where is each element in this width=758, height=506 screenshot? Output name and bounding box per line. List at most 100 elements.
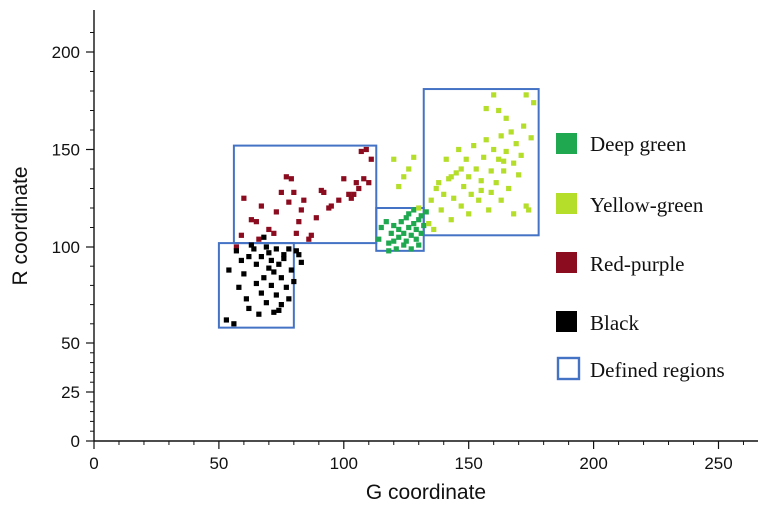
axes — [93, 10, 758, 442]
point-red-purple-6 — [256, 236, 262, 242]
point-deep-green-20 — [413, 236, 419, 242]
point-red-purple-19 — [301, 197, 307, 203]
point-yellow-green-51 — [518, 152, 524, 158]
point-black-8 — [243, 296, 249, 302]
point-red-purple-16 — [293, 230, 299, 236]
x-tick-label-150: 150 — [455, 454, 483, 473]
point-yellow-green-27 — [473, 166, 479, 172]
point-yellow-green-40 — [498, 197, 504, 203]
point-yellow-green-38 — [493, 180, 499, 186]
point-yellow-green-52 — [521, 123, 527, 129]
legend-label-black: Black — [590, 311, 639, 335]
point-deep-green-10 — [398, 219, 404, 225]
point-deep-green-23 — [416, 242, 422, 248]
point-deep-green-21 — [413, 226, 419, 233]
y-tick-label-0: 0 — [71, 432, 80, 451]
point-yellow-green-50 — [516, 172, 522, 178]
point-deep-green-14 — [403, 238, 409, 244]
y-tick-label-150: 150 — [52, 141, 80, 160]
point-yellow-green-60 — [458, 166, 464, 172]
point-yellow-green-46 — [508, 129, 514, 135]
point-black-36 — [291, 278, 297, 285]
point-black-31 — [281, 255, 287, 262]
x-tick-label-50: 50 — [209, 454, 228, 473]
legend: Deep green Yellow-green Red-purple Black… — [556, 132, 725, 382]
point-black-42 — [246, 254, 252, 260]
point-black-37 — [293, 248, 299, 254]
point-black-38 — [296, 252, 302, 258]
point-black-23 — [268, 257, 274, 264]
point-yellow-green-4 — [406, 166, 412, 172]
point-black-28 — [276, 261, 282, 267]
point-red-purple-14 — [288, 176, 294, 182]
legend-swatch-red-purple — [556, 252, 577, 273]
point-black-30 — [278, 275, 284, 281]
point-yellow-green-12 — [438, 207, 444, 213]
point-yellow-green-17 — [451, 195, 457, 201]
legend-label-yellow-green: Yellow-green — [590, 193, 704, 217]
point-deep-green-24 — [418, 230, 424, 236]
point-black-21 — [266, 250, 272, 256]
point-yellow-green-20 — [458, 203, 464, 209]
point-yellow-green-30 — [481, 154, 487, 160]
point-yellow-green-41 — [498, 133, 504, 139]
point-red-purple-33 — [356, 185, 362, 192]
point-yellow-green-10 — [433, 185, 439, 192]
point-red-purple-5 — [253, 219, 259, 225]
point-yellow-green-39 — [496, 156, 502, 162]
data-points-layer — [223, 92, 537, 327]
point-red-purple-31 — [351, 191, 357, 197]
point-deep-green-28 — [408, 246, 414, 252]
defined-regions-layer — [217, 88, 540, 329]
point-black-19 — [263, 244, 269, 250]
point-deep-green-17 — [408, 232, 414, 238]
ticks-layer: 0 50 100 150 200 250 0 25 50 100 150 200 — [52, 32, 744, 473]
region-box-2 — [232, 144, 378, 245]
point-yellow-green-55 — [526, 207, 532, 213]
point-yellow-green-11 — [436, 180, 442, 186]
point-yellow-green-19 — [456, 146, 462, 153]
y-tick-label-25: 25 — [61, 383, 80, 402]
point-red-purple-34 — [358, 148, 364, 155]
point-deep-green-22 — [416, 217, 422, 223]
point-black-2 — [226, 267, 232, 273]
point-red-purple-9 — [271, 230, 277, 236]
point-yellow-green-56 — [528, 135, 534, 141]
point-black-29 — [278, 302, 284, 308]
point-deep-green-5 — [388, 230, 394, 236]
point-black-14 — [256, 311, 262, 317]
point-red-purple-29 — [346, 191, 352, 197]
point-yellow-green-31 — [483, 105, 489, 112]
point-yellow-green-1 — [391, 156, 397, 162]
point-black-40 — [276, 307, 282, 313]
y-tick-label-50: 50 — [61, 334, 80, 353]
x-tick-label-250: 250 — [704, 454, 732, 473]
x-tick-label-100: 100 — [330, 454, 358, 473]
legend-label-defined-regions: Defined regions — [590, 358, 725, 382]
point-yellow-green-6 — [416, 205, 422, 211]
legend-swatch-yellow-green — [556, 193, 577, 214]
point-black-33 — [286, 246, 292, 252]
point-red-purple-17 — [296, 219, 302, 225]
legend-label-red-purple: Red-purple — [590, 252, 684, 276]
point-black-18 — [263, 300, 269, 306]
point-yellow-green-8 — [428, 197, 434, 203]
point-yellow-green-48 — [511, 211, 517, 217]
point-yellow-green-28 — [476, 197, 482, 203]
point-yellow-green-49 — [513, 141, 519, 147]
point-red-purple-10 — [273, 209, 279, 215]
point-black-39 — [298, 259, 304, 265]
point-deep-green-26 — [421, 222, 427, 229]
point-yellow-green-13 — [441, 191, 447, 197]
point-yellow-green-45 — [506, 185, 512, 192]
point-red-purple-36 — [363, 146, 369, 153]
point-yellow-green-21 — [461, 183, 467, 190]
point-black-25 — [271, 269, 277, 275]
point-yellow-green-5 — [411, 154, 417, 160]
point-red-purple-32 — [353, 180, 359, 186]
point-black-43 — [281, 252, 287, 258]
point-yellow-green-34 — [488, 189, 494, 195]
point-yellow-green-32 — [483, 137, 489, 143]
point-red-purple-7 — [258, 203, 264, 209]
point-yellow-green-25 — [468, 191, 474, 197]
